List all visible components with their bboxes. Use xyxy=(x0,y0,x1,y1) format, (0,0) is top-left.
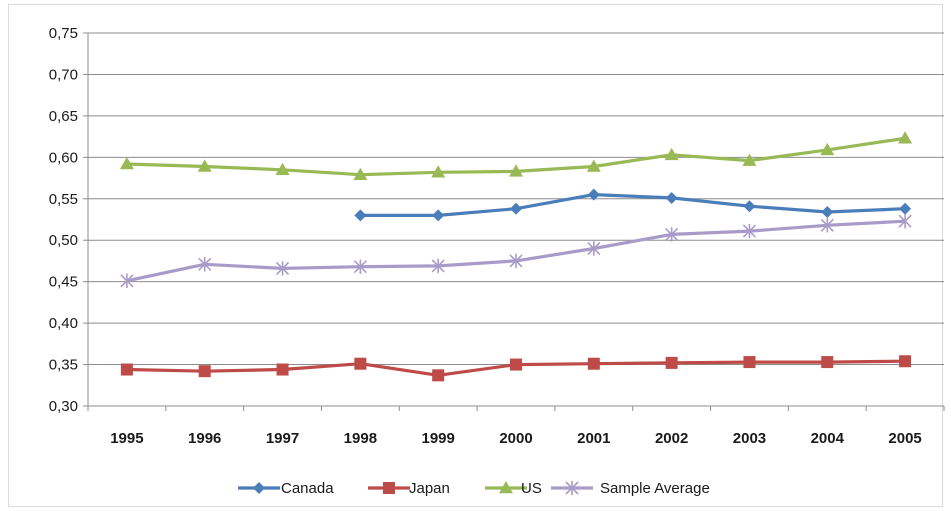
y-tick-label: 0,70 xyxy=(49,66,78,83)
legend-label: Japan xyxy=(409,480,450,497)
series-line-canada xyxy=(360,193,906,217)
data-point-canada xyxy=(821,206,834,219)
y-tick-label: 0,50 xyxy=(49,232,78,249)
data-point-sample-average xyxy=(198,257,212,272)
x-tick-label: 1998 xyxy=(344,430,377,447)
data-point-sample-average xyxy=(353,259,367,274)
data-point-us xyxy=(119,156,134,170)
series-japan xyxy=(120,355,912,382)
legend-item-japan: Japan xyxy=(368,480,450,497)
data-point-us xyxy=(275,162,290,176)
data-point-us xyxy=(742,153,757,166)
data-point-japan xyxy=(899,355,912,368)
data-point-japan xyxy=(587,357,600,370)
x-tick-label: 2005 xyxy=(888,430,921,447)
x-tick-label: 1997 xyxy=(266,430,299,447)
legend: Canada Japan US Sample Average xyxy=(238,480,710,497)
legend-item-us: US xyxy=(485,480,542,497)
data-point-sample-average xyxy=(431,258,445,274)
data-point-us xyxy=(664,147,679,161)
x-tick-label: 2001 xyxy=(577,430,610,447)
y-tick-label: 0,60 xyxy=(49,149,78,166)
y-tick-label: 0,55 xyxy=(49,191,78,208)
series-us xyxy=(119,131,913,180)
x-tick-label: 2002 xyxy=(655,430,688,447)
legend-label: Sample Average xyxy=(600,480,710,497)
legend-label: Canada xyxy=(281,480,334,497)
y-tick-label: 0,65 xyxy=(49,108,78,125)
data-point-sample-average xyxy=(742,223,757,239)
data-point-us xyxy=(353,167,368,180)
data-point-sample-average xyxy=(898,213,912,229)
data-point-us xyxy=(197,159,212,172)
x-axis-ticks: 1995 1996 1997 1998 1999 2000 2001 2002 2003 2004… xyxy=(110,430,922,447)
axes xyxy=(83,32,945,411)
data-point-sample-average xyxy=(665,227,679,242)
series-canada xyxy=(354,188,912,222)
data-point-sample-average xyxy=(587,241,601,256)
series-sample-average xyxy=(120,213,912,289)
data-point-us xyxy=(431,165,446,178)
x-tick-label: 1999 xyxy=(421,430,454,447)
y-tick-label: 0,45 xyxy=(49,274,78,291)
data-point-japan xyxy=(354,357,367,370)
x-tick-label: 2004 xyxy=(811,430,845,447)
legend-marker xyxy=(565,480,579,496)
data-point-japan xyxy=(198,365,211,378)
x-tick-label: 2000 xyxy=(499,430,532,447)
data-point-canada xyxy=(899,202,912,215)
legend-marker xyxy=(383,482,395,494)
y-tick-label: 0,30 xyxy=(49,398,78,415)
data-point-sample-average xyxy=(509,253,523,269)
data-point-japan xyxy=(276,363,289,376)
y-tick-label: 0,75 xyxy=(49,25,78,42)
data-point-sample-average xyxy=(820,218,834,233)
y-tick-label: 0,35 xyxy=(49,357,78,374)
legend-label: US xyxy=(521,480,542,497)
legend-marker xyxy=(253,482,265,494)
data-point-us xyxy=(509,164,523,177)
data-point-japan xyxy=(821,356,834,369)
legend-marker xyxy=(499,481,513,494)
legend-item-sample-average: Sample Average xyxy=(551,480,710,497)
data-point-sample-average xyxy=(275,261,290,276)
data-point-sample-average xyxy=(120,273,134,289)
data-point-us xyxy=(898,131,913,144)
x-tick-label: 1995 xyxy=(110,430,143,447)
series-line-sample-average xyxy=(126,219,906,283)
data-point-canada xyxy=(432,209,445,222)
data-point-japan xyxy=(120,363,133,376)
data-point-canada xyxy=(354,209,367,222)
data-point-canada xyxy=(510,202,522,215)
data-point-canada xyxy=(665,191,678,204)
y-tick-label: 0,40 xyxy=(49,315,78,332)
series-group xyxy=(119,131,913,382)
data-point-us xyxy=(586,159,601,172)
chart-frame xyxy=(8,4,943,507)
data-point-canada xyxy=(587,188,600,201)
data-point-japan xyxy=(743,356,756,369)
data-point-japan xyxy=(432,369,445,382)
legend-item-canada: Canada xyxy=(238,480,334,497)
gridlines xyxy=(88,32,944,366)
data-point-japan xyxy=(665,356,678,369)
x-tick-label: 1996 xyxy=(188,430,221,447)
data-point-japan xyxy=(510,358,522,371)
data-point-canada xyxy=(743,200,756,213)
data-point-us xyxy=(820,142,835,156)
x-tick-label: 2003 xyxy=(733,430,766,447)
y-axis-ticks: 0,30 0,35 0,40 0,45 0,50 0,55 0,60 0,65 0,70 0,75 xyxy=(49,25,78,415)
